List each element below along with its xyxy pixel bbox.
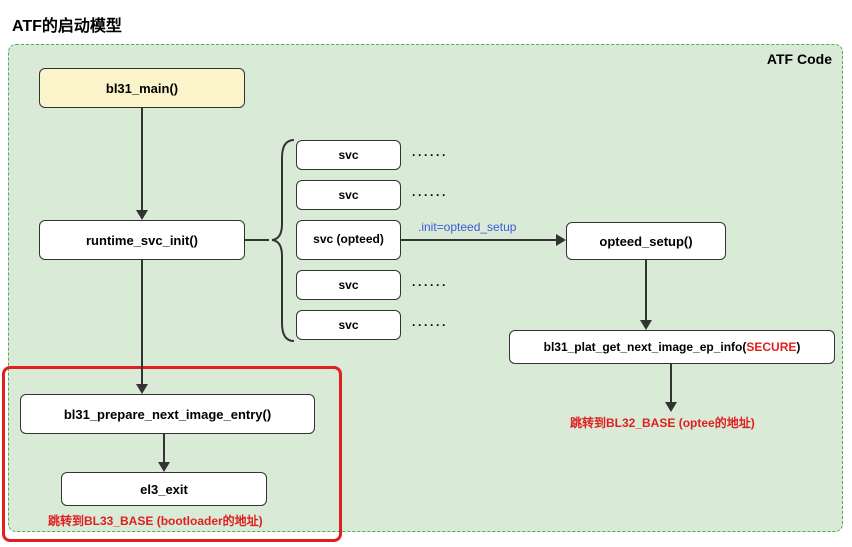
node-bl31-main: bl31_main(): [39, 68, 245, 108]
svc-box-3: svc: [296, 270, 401, 300]
svc-dots-0: ······: [412, 148, 448, 162]
svc-box-1: svc: [296, 180, 401, 210]
svc-box-2-opteed: svc (opteed): [296, 220, 401, 260]
arrowhead-prepare-to-el3: [158, 462, 170, 472]
arrow-prepare-to-el3: [163, 434, 165, 464]
arrowhead-main-to-runtime: [136, 210, 148, 220]
node-runtime-svc-init: runtime_svc_init(): [39, 220, 245, 260]
node-opteed-setup: opteed_setup(): [566, 222, 726, 260]
arrowhead-opteed-to-setup: [556, 234, 566, 246]
arrow-setup-to-epinfo: [645, 260, 647, 322]
svc-dots-1: ······: [412, 188, 448, 202]
arrow-runtime-to-brace: [245, 239, 269, 241]
ep-info-secure: SECURE: [746, 340, 796, 354]
svc-dots-4: ······: [412, 318, 448, 332]
arrow-main-to-runtime: [141, 108, 143, 212]
diagram-title: ATF的启动模型: [12, 12, 122, 36]
brace-icon: [270, 138, 296, 343]
arrowhead-epinfo-to-note: [665, 402, 677, 412]
node-prepare-next-image: bl31_prepare_next_image_entry(): [20, 394, 315, 434]
note-bl32: 跳转到BL32_BASE (optee的地址): [570, 414, 755, 431]
ep-info-text-pre: bl31_plat_get_next_image_ep_info(: [544, 340, 747, 354]
container-label: ATF Code: [767, 51, 832, 67]
arrow-opteed-to-setup: [401, 239, 558, 241]
edge-label-init-opteed: .init=opteed_setup: [418, 220, 516, 234]
note-bl33: 跳转到BL33_BASE (bootloader的地址): [48, 512, 263, 529]
svc-dots-3: ······: [412, 278, 448, 292]
arrowhead-runtime-to-prepare: [136, 384, 148, 394]
arrow-runtime-to-prepare: [141, 260, 143, 386]
svc-box-4: svc: [296, 310, 401, 340]
ep-info-text-post: ): [796, 340, 800, 354]
arrowhead-setup-to-epinfo: [640, 320, 652, 330]
svc-box-0: svc: [296, 140, 401, 170]
node-el3-exit: el3_exit: [61, 472, 267, 506]
arrow-epinfo-to-note: [670, 364, 672, 404]
node-ep-info: bl31_plat_get_next_image_ep_info(SECURE): [509, 330, 835, 364]
